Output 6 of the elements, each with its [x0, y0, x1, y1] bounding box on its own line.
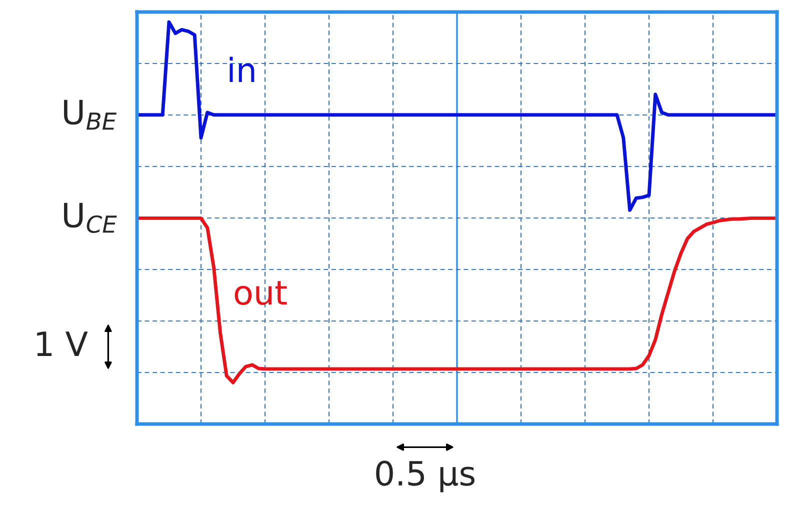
series-label: in [230, 56, 254, 82]
series-label: out [234, 281, 287, 305]
text: U$_{BE}$ [64, 100, 117, 130]
text: U$_{CE}$ [64, 202, 117, 233]
text: 1 V [37, 332, 88, 356]
text: 0.5 µs [376, 460, 474, 492]
